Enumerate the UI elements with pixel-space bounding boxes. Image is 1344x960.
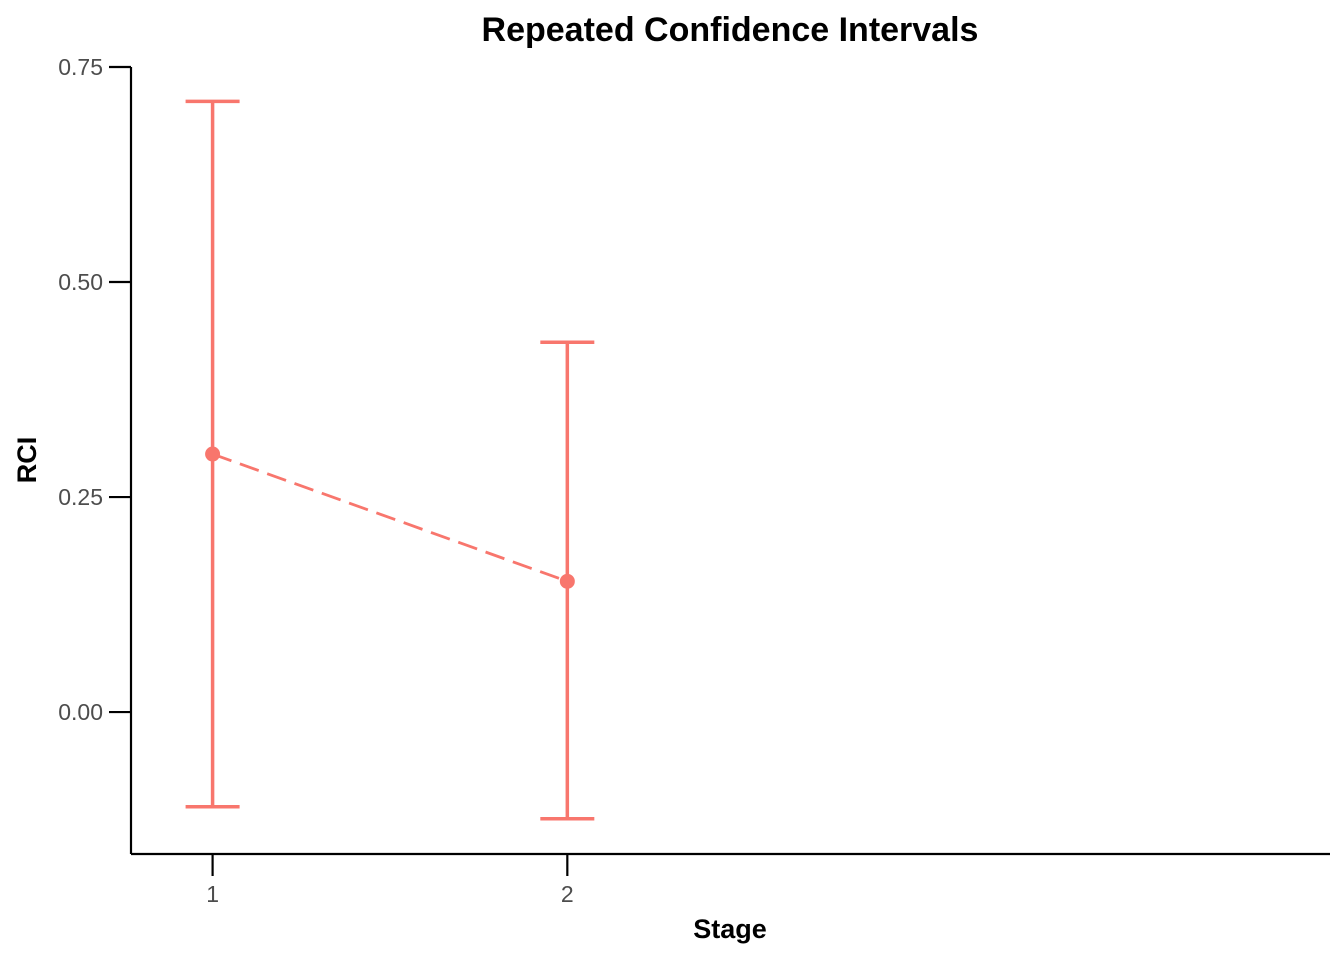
y-tick-label: 0.00 <box>58 699 103 725</box>
y-tick-label: 0.50 <box>58 269 103 295</box>
y-axis-label: RCI <box>12 437 42 484</box>
estimate-point <box>559 573 575 589</box>
x-tick-label: 2 <box>561 881 574 907</box>
estimate-line <box>212 452 568 583</box>
y-tick-label: 0.75 <box>58 54 103 80</box>
x-axis-label: Stage <box>693 914 767 944</box>
plot-marks <box>185 99 595 821</box>
chart-title: Repeated Confidence Intervals <box>482 11 979 49</box>
y-axis-ticks: 0.00 0.25 0.50 0.75 <box>58 54 131 725</box>
estimate-point <box>205 446 221 462</box>
y-tick-label: 0.25 <box>58 484 103 510</box>
x-tick-label: 1 <box>206 881 219 907</box>
